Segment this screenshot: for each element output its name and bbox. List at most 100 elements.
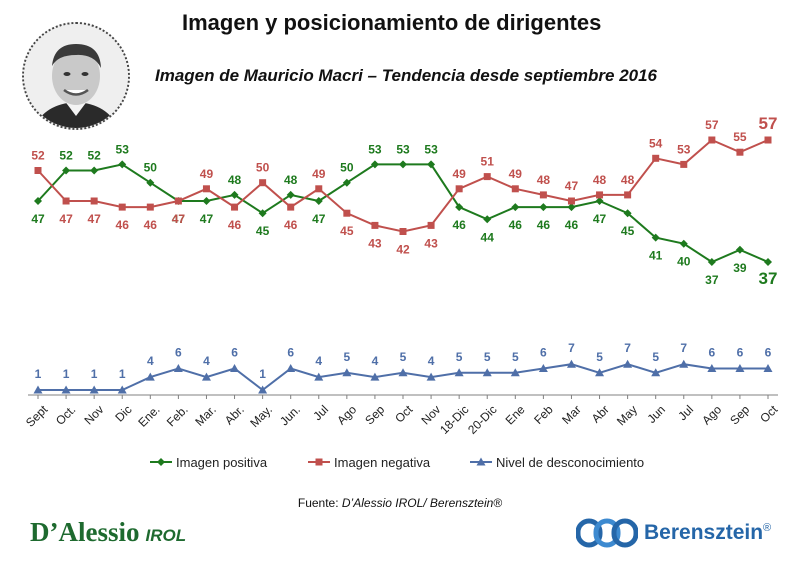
data-label: 47 [59, 212, 73, 226]
data-point [90, 166, 99, 175]
x-tick-label: Oct [392, 402, 416, 426]
data-label: 48 [593, 173, 607, 187]
data-point [118, 160, 127, 169]
data-label: 45 [256, 224, 270, 238]
dalessio-logo-suffix: IROL [145, 526, 187, 545]
berensztein-logo: Berensztein ® [576, 518, 771, 548]
data-label: 4 [372, 354, 379, 368]
data-label: 50 [144, 161, 158, 175]
data-point [118, 203, 126, 211]
data-label: 4 [203, 354, 210, 368]
x-tick-label: May. [247, 402, 275, 430]
data-point [651, 233, 660, 242]
data-point [567, 203, 576, 212]
data-point [174, 197, 182, 205]
data-label: 4 [315, 354, 322, 368]
data-point [763, 364, 773, 372]
legend-marker [157, 458, 165, 466]
data-point [596, 191, 604, 199]
data-point [736, 148, 744, 156]
chart-lines [33, 136, 773, 394]
data-label: 54 [649, 136, 663, 150]
data-label: 39 [733, 261, 747, 275]
line-chart: Sept Oct. Nov Dic Ene. Feb. Mar. Abr. May. Jun. Ju… [23, 114, 781, 470]
data-label: 46 [452, 218, 466, 232]
data-point [33, 385, 43, 394]
dalessio-logo-main: D’Alessio [30, 517, 140, 547]
data-label: 7 [568, 341, 575, 355]
data-point [370, 160, 379, 169]
data-label: 1 [259, 367, 266, 381]
data-label: 45 [340, 224, 354, 238]
data-point [62, 166, 71, 175]
x-tick-label: Jul [675, 402, 696, 423]
data-point [454, 368, 464, 377]
data-point [510, 368, 520, 377]
x-tick-label: Ago [699, 402, 724, 427]
data-label: 48 [621, 173, 635, 187]
data-point [117, 385, 127, 394]
data-label: 7 [680, 341, 687, 355]
x-tick-label: 20-Dic [465, 402, 499, 436]
data-label: 53 [116, 142, 130, 156]
data-label: 46 [284, 218, 298, 232]
x-tick-label: Dic [112, 402, 134, 424]
dalessio-logo: D’Alessio IROL [30, 517, 186, 548]
data-point [566, 359, 576, 368]
data-label: 46 [509, 218, 523, 232]
data-label: 52 [87, 149, 101, 163]
x-tick-label: Jun. [277, 402, 303, 428]
legend-item: Nivel de desconocimiento [470, 455, 644, 470]
data-point [623, 359, 633, 368]
data-label: 4 [428, 354, 435, 368]
data-point [735, 364, 745, 372]
data-label: 42 [396, 243, 410, 257]
data-label: 5 [456, 350, 463, 364]
data-label: 50 [256, 161, 270, 175]
data-label: 51 [481, 155, 495, 169]
legend-item: Imagen negativa [308, 455, 431, 470]
x-tick-label: Ago [334, 402, 359, 427]
data-point [398, 368, 408, 377]
portrait-photo [22, 22, 130, 130]
data-label: 53 [368, 142, 382, 156]
data-point [173, 364, 183, 372]
data-label: 47 [31, 212, 45, 226]
data-label: 37 [705, 273, 719, 287]
data-point [287, 203, 295, 211]
data-label: 53 [396, 142, 410, 156]
chart-axes: Sept Oct. Nov Dic Ene. Feb. Mar. Abr. May. Jun. Ju… [23, 394, 781, 437]
data-point [146, 178, 155, 187]
x-tick-label: Jun [644, 402, 668, 426]
data-label: 5 [596, 350, 603, 364]
data-label: 43 [368, 236, 382, 250]
data-point [708, 136, 716, 144]
data-point [455, 185, 463, 193]
data-point [371, 221, 379, 229]
data-label: 44 [481, 230, 495, 244]
data-label: 46 [565, 218, 579, 232]
data-label: 7 [624, 341, 631, 355]
data-label: 5 [512, 350, 519, 364]
data-point [624, 191, 632, 199]
data-label: 40 [677, 255, 691, 269]
data-label: 47 [200, 212, 214, 226]
portrait-icon [24, 24, 128, 128]
data-point [623, 209, 632, 218]
berensztein-mark-icon [576, 518, 638, 548]
data-label: 48 [284, 173, 298, 187]
data-point [539, 191, 547, 199]
data-point [679, 359, 689, 368]
data-point [286, 190, 295, 199]
legend-marker [315, 458, 323, 466]
data-point [314, 372, 324, 381]
data-point [483, 215, 492, 224]
data-label: 49 [509, 167, 523, 181]
x-tick-label: Abr [589, 402, 612, 425]
source-note: Fuente: D’Alessio IROL/ Berensztein® [0, 496, 800, 510]
data-point [34, 197, 42, 205]
data-label: 1 [91, 367, 98, 381]
data-point [34, 167, 42, 174]
data-point [707, 258, 716, 266]
